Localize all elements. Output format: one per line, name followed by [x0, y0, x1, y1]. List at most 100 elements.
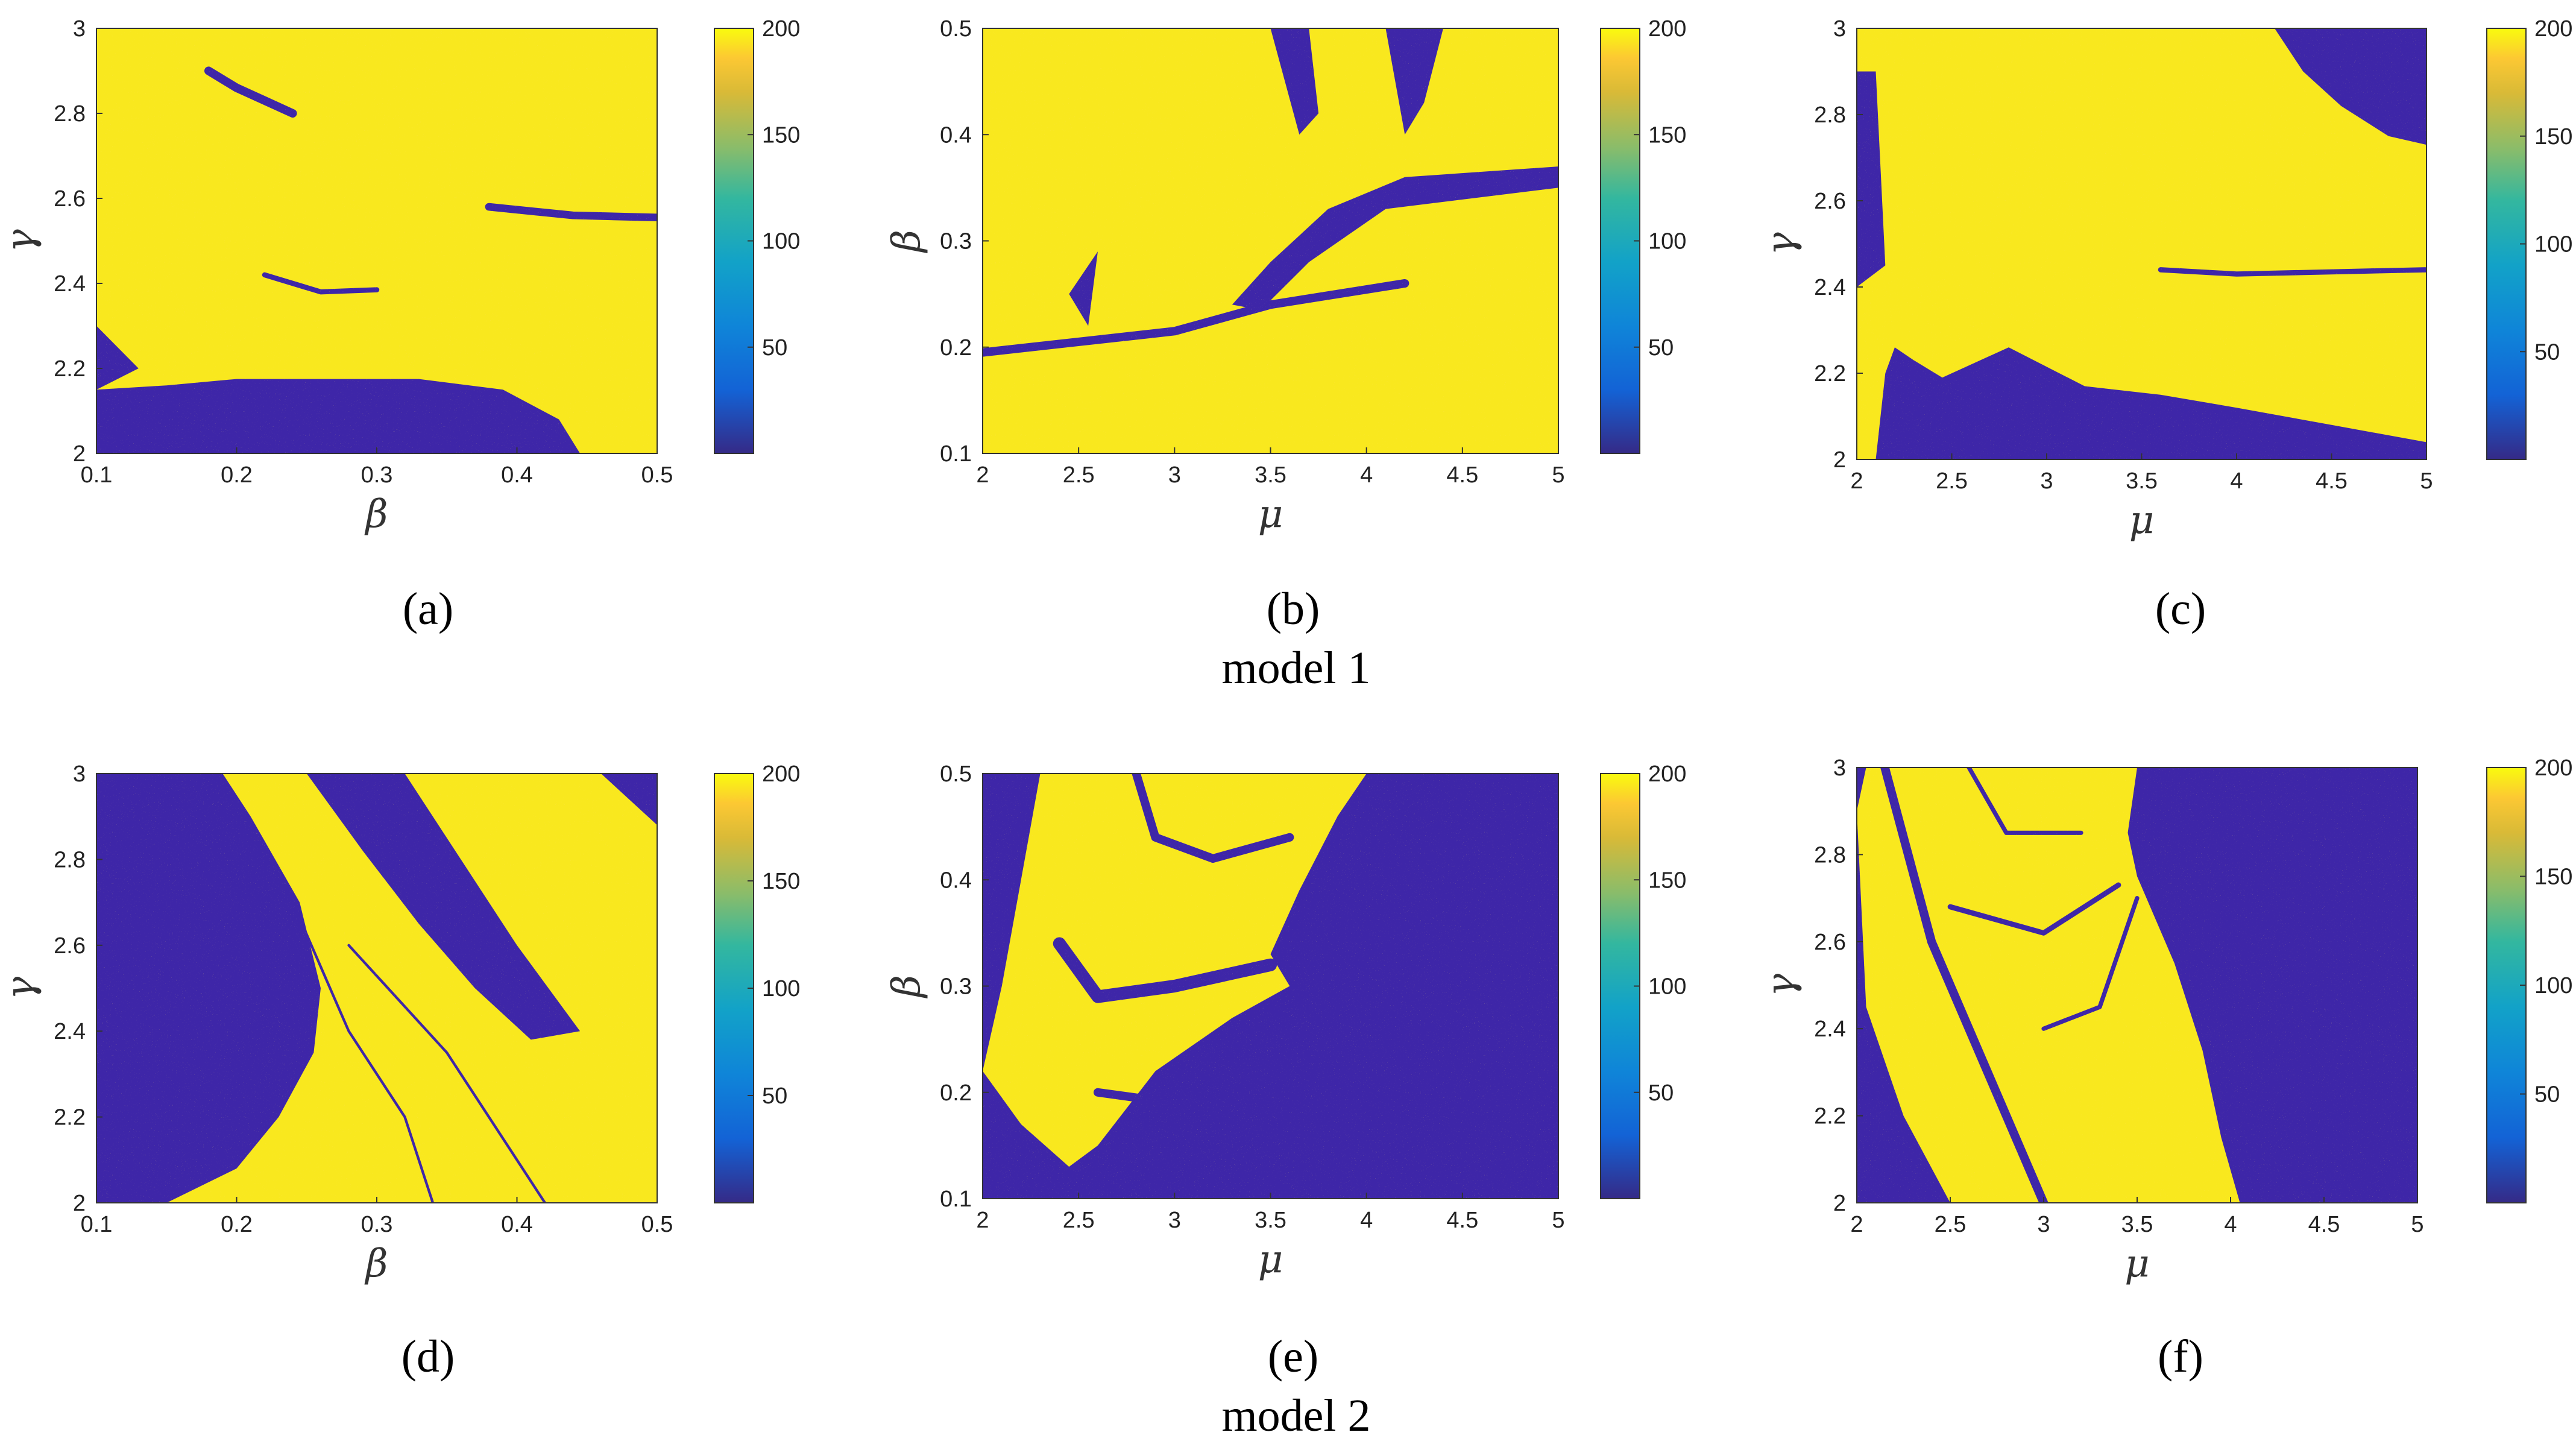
x-tick-label: 3: [1168, 462, 1181, 488]
speckle-texture: [96, 28, 657, 453]
y-axis: 2 2.2 2.4 2.6 2.8 3: [1814, 755, 1863, 1216]
colorbar: 50 100 150 200: [1600, 16, 1686, 454]
colorbar-tick-label: 200: [1648, 16, 1686, 42]
y-axis-label: β: [884, 975, 929, 998]
y-tick-label: 2.8: [54, 847, 86, 872]
colorbar-gradient: [1600, 28, 1640, 454]
colorbar-tick-label: 150: [762, 869, 800, 894]
x-tick-label: 5: [1552, 462, 1564, 488]
x-tick-label: 0.2: [221, 1212, 253, 1237]
x-axis: 2 2.5 3 3.5 4 4.5 5: [1850, 1197, 2424, 1237]
x-axis-label: β: [365, 1241, 388, 1286]
panel-b: 2 2.5 3 3.5 4 4.5 5 0.1 0.2 0.3 0.4 0.5 μ β 50 100 1…: [884, 16, 1686, 634]
x-tick-label: 4.5: [1446, 1208, 1478, 1233]
colorbar-tick-label: 100: [1648, 974, 1686, 1000]
panel-a: 0.1 0.2 0.3 0.4 0.5 2 2.2 2.4 2.6 2.8 3 β γ 50 100…: [0, 16, 800, 634]
colorbar-tick-label: 100: [762, 976, 800, 1001]
x-axis: 0.1 0.2 0.3 0.4 0.5: [81, 1197, 673, 1237]
speckle-texture: [1857, 768, 2417, 1203]
x-tick-label: 2.5: [1063, 462, 1095, 488]
colorbar-tick-label: 100: [2534, 973, 2572, 998]
panel-d: 0.1 0.2 0.3 0.4 0.5 2 2.2 2.4 2.6 2.8 3 β γ 50 100…: [0, 761, 800, 1382]
y-tick-label: 2.2: [1814, 361, 1846, 386]
colorbar-gradient: [1600, 773, 1640, 1199]
x-tick-label: 4: [1360, 1208, 1373, 1233]
colorbar-tick-label: 200: [762, 761, 800, 787]
y-axis: 0.1 0.2 0.3 0.4 0.5: [940, 761, 989, 1212]
x-tick-label: 2: [976, 462, 989, 488]
colorbar-gradient: [714, 773, 754, 1203]
colorbar-tick-label: 200: [762, 16, 800, 42]
y-tick-label: 0.3: [940, 974, 972, 1000]
x-tick-label: 4.5: [2308, 1212, 2340, 1237]
y-tick-label: 2.6: [1814, 930, 1846, 955]
y-axis-label: γ: [0, 229, 43, 253]
y-tick-label: 2.8: [54, 101, 86, 127]
y-tick-label: 2.4: [1814, 1017, 1846, 1042]
y-tick-label: 2.8: [1814, 102, 1846, 128]
x-tick-label: 4.5: [2316, 468, 2348, 494]
colorbar-tick-label: 150: [1648, 122, 1686, 148]
model-2-label: model 2: [1222, 1390, 1371, 1441]
model-1-label: model 1: [1222, 643, 1371, 693]
panel-e: 2 2.5 3 3.5 4 4.5 5 0.1 0.2 0.3 0.4 0.5 μ β 50 100 1…: [884, 761, 1686, 1382]
x-axis-label: μ: [2129, 498, 2155, 543]
colorbar-gradient: [714, 28, 754, 454]
y-tick-label: 2: [1833, 1191, 1846, 1216]
colorbar: 50 100 150 200: [714, 761, 800, 1203]
colorbar: 50 100 150 200: [2486, 16, 2572, 460]
x-tick-label: 2.5: [1063, 1208, 1095, 1233]
colorbar-tick-label: 50: [762, 1083, 787, 1109]
x-tick-label: 3: [1168, 1208, 1181, 1233]
panel-label: (f): [2158, 1331, 2203, 1382]
colorbar-tick-label: 50: [762, 335, 787, 361]
panel-label: (e): [1268, 1331, 1318, 1382]
y-tick-label: 2.4: [1814, 275, 1846, 300]
y-tick-label: 0.1: [940, 441, 972, 467]
colorbar-tick-label: 200: [2534, 16, 2572, 42]
y-tick-label: 3: [73, 761, 86, 787]
x-tick-label: 4.5: [1446, 462, 1478, 488]
colorbar-tick-label: 100: [1648, 229, 1686, 254]
x-tick-label: 0.4: [501, 462, 533, 488]
y-tick-label: 2.2: [54, 356, 86, 382]
y-tick-label: 2.8: [1814, 842, 1846, 868]
y-tick-label: 3: [1833, 16, 1846, 42]
x-axis-label: μ: [1258, 492, 1283, 537]
x-tick-label: 4: [1360, 462, 1373, 488]
x-tick-label: 2: [1850, 468, 1863, 494]
y-tick-label: 0.3: [940, 229, 972, 254]
y-axis-label: γ: [1759, 973, 1803, 997]
x-tick-label: 5: [2411, 1212, 2423, 1237]
colorbar: 50 100 150 200: [714, 16, 800, 454]
y-tick-label: 2.6: [1814, 189, 1846, 214]
x-tick-label: 0.5: [641, 462, 673, 488]
y-axis-label: β: [884, 230, 929, 253]
colorbar-tick-label: 50: [2534, 1082, 2560, 1108]
y-tick-label: 3: [73, 16, 86, 42]
panel-label: (b): [1267, 584, 1320, 634]
panel-label: (a): [403, 584, 453, 634]
colorbar-tick-label: 50: [2534, 339, 2560, 365]
y-tick-label: 3: [1833, 755, 1846, 781]
y-tick-label: 2: [1833, 447, 1846, 473]
x-axis: 2 2.5 3 3.5 4 4.5 5: [976, 1193, 1565, 1233]
y-tick-label: 2.6: [54, 933, 86, 959]
y-tick-label: 0.5: [940, 761, 972, 787]
colorbar-tick-label: 150: [1648, 868, 1686, 893]
x-tick-label: 2: [1850, 1212, 1863, 1237]
x-tick-label: 0.1: [81, 1212, 113, 1237]
x-axis: 0.1 0.2 0.3 0.4 0.5: [81, 447, 673, 488]
speckle-texture: [983, 28, 1558, 453]
x-tick-label: 2.5: [1936, 468, 1968, 494]
y-tick-label: 0.4: [940, 122, 972, 148]
y-tick-label: 2: [73, 441, 86, 467]
x-tick-label: 2.5: [1935, 1212, 1967, 1237]
x-tick-label: 3.5: [2126, 468, 2158, 494]
y-tick-label: 2.6: [54, 186, 86, 212]
x-tick-label: 4: [2224, 1212, 2237, 1237]
colorbar-tick-label: 150: [2534, 865, 2572, 890]
speckle-texture: [983, 774, 1558, 1199]
x-tick-label: 4: [2230, 468, 2243, 494]
